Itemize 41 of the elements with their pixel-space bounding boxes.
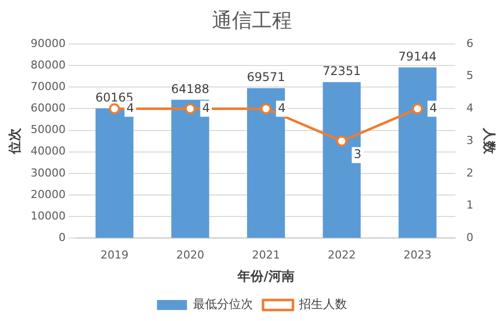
data-label: 69571 — [246, 70, 286, 84]
x-tick-label: 2023 — [404, 248, 432, 262]
y-tick-label: 20000 — [30, 188, 66, 201]
y2-tick-label: 6 — [466, 36, 474, 50]
y-tick-label: 40000 — [30, 144, 66, 158]
x-tick-label: 2019 — [100, 248, 128, 262]
y-tick-label: 50000 — [30, 123, 66, 136]
bar — [322, 82, 361, 238]
y2-tick-label: 2 — [466, 166, 474, 180]
x-tick-label: 2020 — [176, 248, 204, 262]
legend-label: 招生人数 — [298, 297, 347, 312]
y-axis-title: 位次 — [8, 127, 24, 156]
y-tick-label: 70000 — [30, 80, 66, 94]
x-tick-label: 2022 — [328, 248, 356, 262]
y2-axis-title: 人数 — [480, 127, 496, 156]
legend-label: 最低分位次 — [193, 297, 253, 312]
data-label: 4 — [202, 100, 210, 115]
bar — [247, 88, 285, 238]
y-tick-label: 30000 — [30, 166, 66, 180]
y2-tick-label: 5 — [466, 69, 474, 82]
y2-tick-label: 0 — [466, 231, 474, 244]
x-tick-label: 2021 — [252, 248, 280, 262]
y-tick-label: 60000 — [30, 102, 66, 115]
y-tick-label: 10000 — [30, 209, 66, 222]
data-label: 79144 — [398, 50, 437, 64]
x-axis-title: 年份/河南 — [236, 270, 294, 285]
data-label: 4 — [278, 100, 286, 115]
y-tick-label: 90000 — [30, 36, 66, 50]
y-tick-label: 80000 — [30, 58, 66, 72]
data-label: 64188 — [171, 82, 210, 96]
data-label: 3 — [354, 147, 362, 162]
y2-tick-label: 1 — [466, 198, 474, 212]
bar — [398, 67, 436, 238]
y2-tick-label: 3 — [466, 134, 474, 147]
y2-tick-label: 4 — [466, 102, 474, 115]
bar — [171, 100, 210, 238]
data-label: 4 — [126, 100, 134, 115]
y-tick-label: 0 — [58, 231, 66, 244]
data-label: 4 — [430, 100, 438, 115]
chart-title: 通信工程 — [211, 7, 293, 34]
data-label: 72351 — [322, 64, 361, 78]
